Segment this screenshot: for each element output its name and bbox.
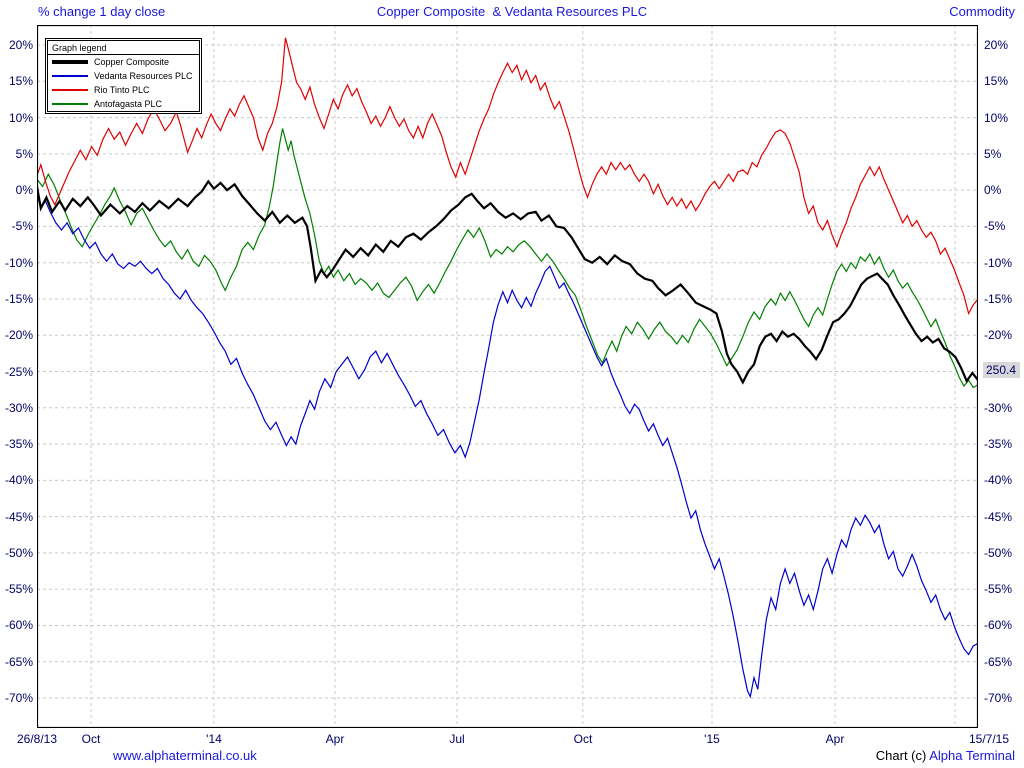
y-tick-label-right: -10%	[984, 256, 1013, 270]
legend-line-sample	[52, 75, 88, 77]
y-axis-title: % change 1 day close	[38, 4, 166, 19]
y-tick-label-right: 0%	[984, 183, 1002, 197]
legend-item: Rio Tinto PLC	[48, 83, 199, 97]
y-tick-label-right: -55%	[984, 582, 1013, 596]
chart-canvas	[37, 25, 978, 728]
y-tick-label-right: 15%	[984, 74, 1009, 88]
series-rio-tinto-plc	[37, 37, 978, 316]
y-tick-label-left: -45%	[4, 510, 33, 524]
y-tick-label-left: -5%	[11, 219, 33, 233]
y-tick-label-left: -35%	[4, 437, 33, 451]
y-tick-label-right: -65%	[984, 655, 1013, 669]
y-tick-label-left: -40%	[4, 473, 33, 487]
legend-line-sample	[52, 89, 88, 91]
legend-items: Copper Composite Vedanta Resources PLC Rio…	[48, 55, 199, 111]
y-tick-label-right: -30%	[984, 401, 1013, 415]
credit-brand-link[interactable]: Alpha Terminal	[929, 748, 1015, 763]
y-tick-label-left: -65%	[4, 655, 33, 669]
y-tick-label-right: -35%	[984, 437, 1013, 451]
y-tick-label-left: 5%	[15, 147, 33, 161]
plot-area[interactable]: Graph legend Copper Composite Vedanta Res…	[37, 25, 978, 728]
legend-item: Copper Composite	[48, 55, 199, 69]
x-tick-label: Oct	[81, 732, 101, 746]
legend-line-sample	[52, 60, 88, 64]
y-tick-label-right: -45%	[984, 510, 1013, 524]
y-tick-label-right: 5%	[984, 147, 1002, 161]
y-tick-label-right: 20%	[984, 38, 1009, 52]
credit-plain-text: Chart (c)	[875, 748, 930, 763]
y-tick-label-left: -50%	[4, 546, 33, 560]
y-tick-label-right: -5%	[984, 219, 1006, 233]
y-tick-label-right: -70%	[984, 691, 1013, 705]
chart-credit: Chart (c) Alpha Terminal	[876, 748, 1015, 763]
x-tick-label: 15/7/15	[968, 732, 1010, 746]
y-tick-label-left: -25%	[4, 365, 33, 379]
series-antofagasta-plc	[37, 128, 978, 389]
y-tick-label-left: -15%	[4, 292, 33, 306]
y-tick-label-left: 20%	[8, 38, 33, 52]
graph-legend[interactable]: Graph legend Copper Composite Vedanta Res…	[45, 38, 202, 114]
y-tick-label-left: -60%	[4, 618, 33, 632]
y-tick-label-left: -20%	[4, 328, 33, 342]
x-tick-label: '14	[206, 732, 222, 746]
series-copper-composite	[37, 179, 978, 385]
y-tick-label-left: -70%	[4, 691, 33, 705]
y-tick-label-right: 10%	[984, 111, 1009, 125]
y-tick-label-left: 15%	[8, 74, 33, 88]
x-tick-label: Jul	[449, 732, 465, 746]
series-vedanta-resources-plc	[37, 193, 978, 699]
y-tick-label-left: -30%	[4, 401, 33, 415]
y-tick-label-right: -50%	[984, 546, 1013, 560]
x-tick-label: '15	[704, 732, 720, 746]
legend-item-label: Copper Composite	[94, 57, 170, 67]
instrument-type-label: Commodity	[949, 4, 1015, 19]
y-tick-label-left: 10%	[8, 111, 33, 125]
last-price-marker: 250.4	[983, 362, 1021, 378]
legend-line-sample	[52, 103, 88, 105]
y-tick-label-right: -40%	[984, 473, 1013, 487]
legend-title: Graph legend	[48, 41, 199, 55]
legend-item: Antofagasta PLC	[48, 97, 199, 111]
y-tick-label-right: -15%	[984, 292, 1013, 306]
chart-title: Copper Composite & Vedanta Resources PLC	[376, 4, 648, 19]
y-tick-label-right: -60%	[984, 618, 1013, 632]
legend-item: Vedanta Resources PLC	[48, 69, 199, 83]
x-tick-label: 26/8/13	[16, 732, 58, 746]
x-tick-label: Apr	[325, 732, 345, 746]
x-tick-label: Oct	[573, 732, 593, 746]
legend-item-label: Vedanta Resources PLC	[94, 71, 193, 81]
y-tick-label-left: 0%	[15, 183, 33, 197]
y-tick-label-left: -10%	[4, 256, 33, 270]
y-tick-label-right: -20%	[984, 328, 1013, 342]
plot-border	[37, 25, 978, 728]
legend-item-label: Antofagasta PLC	[94, 99, 163, 109]
x-tick-label: Apr	[825, 732, 845, 746]
y-tick-label-left: -55%	[4, 582, 33, 596]
website-link[interactable]: www.alphaterminal.co.uk	[113, 748, 257, 763]
legend-box: Graph legend Copper Composite Vedanta Res…	[47, 40, 200, 112]
legend-item-label: Rio Tinto PLC	[94, 85, 150, 95]
